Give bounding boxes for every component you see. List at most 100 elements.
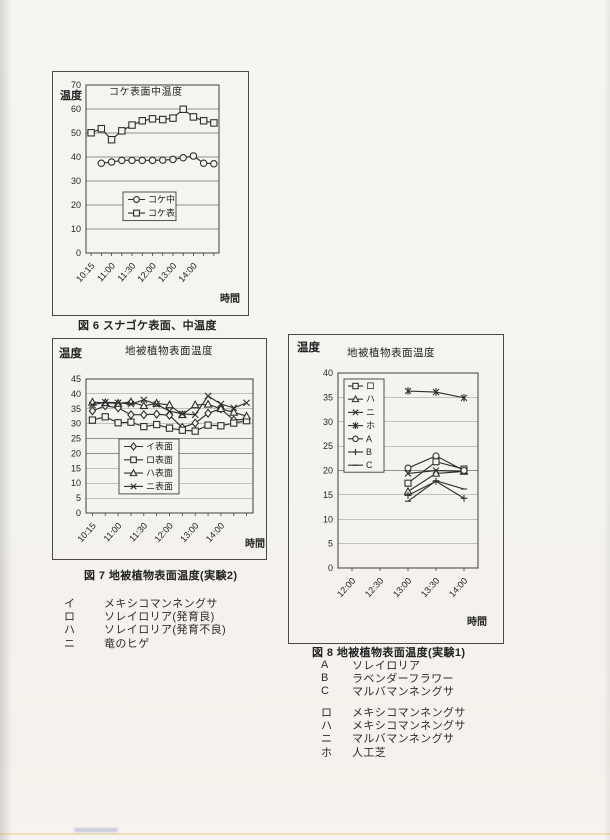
y-tick-label: 40: [71, 152, 81, 162]
y-tick-label: 25: [323, 441, 333, 451]
triangle-marker: [190, 400, 200, 409]
square-marker: [178, 426, 186, 434]
y-tick-label: 5: [76, 493, 81, 503]
square-marker: [118, 127, 126, 135]
y-tick-label: 40: [71, 389, 81, 399]
x-tick-label: 13:00: [391, 576, 414, 599]
plot-border: [337, 372, 479, 569]
fig7-ground-cover-chart: 0 5 10 15 20 25 30 35 40 45 10:15 11:00 11:30 12:00 13…: [52, 338, 267, 560]
circle-marker: [148, 156, 157, 165]
diamond-marker: [88, 406, 97, 416]
y-tick-label: 45: [71, 374, 81, 384]
circle-marker: [404, 464, 412, 472]
legend-label: A: [366, 434, 372, 444]
list-item-label: ラベンダーフラワー: [352, 673, 454, 686]
list-item-label: ソレイロリア(発育良): [104, 611, 215, 624]
scan-edge-line-bottom: [0, 833, 610, 835]
y-tick-label: 15: [323, 490, 333, 500]
y-tick-label: 5: [328, 539, 333, 549]
square-marker: [133, 209, 140, 217]
y-tick-label: 30: [71, 176, 81, 186]
list-item: ニ 竜のヒゲ: [64, 636, 226, 650]
square-marker: [148, 115, 157, 123]
circle-marker: [169, 155, 177, 164]
square-marker: [189, 113, 198, 121]
x-marker: [130, 483, 137, 490]
x-marker: [191, 411, 199, 419]
square-marker: [352, 382, 359, 390]
series-markers: [404, 387, 468, 402]
y-tick-label: 0: [76, 508, 81, 518]
list-item: ロ メキシコマンネングサ: [321, 705, 466, 719]
series-markers: [88, 392, 251, 419]
list-item-label: 竜のヒゲ: [104, 637, 150, 650]
chart-title: コケ表面中温度: [109, 85, 183, 98]
list-item-key: ハ: [64, 624, 76, 637]
legend-label: ロ: [366, 381, 375, 391]
diamond-marker: [127, 409, 135, 420]
chart-title: 地被植物表面温度: [347, 346, 435, 359]
list-item-key: C: [321, 685, 330, 698]
square-marker: [87, 129, 95, 137]
list-item: ハ メキシコマンネングサ: [321, 718, 466, 733]
legend-label: ニ表面: [146, 480, 173, 491]
x-marker: [166, 407, 173, 415]
circle-marker: [97, 159, 106, 167]
y-tick-label: 15: [71, 463, 81, 473]
x-marker: [404, 470, 412, 477]
list-item-key: ニ: [64, 637, 76, 650]
legend-label: ニ: [366, 407, 375, 417]
x-tick-label: 11:00: [102, 521, 124, 544]
x-tick-label: 13:30: [419, 576, 442, 599]
fig8-species-list-katakana: ロメキシコマンネングサ ハメキシコマンネングサ ニマルバマンネングサ ホ人工芝: [321, 705, 466, 759]
legend-label: ハ: [366, 394, 375, 404]
y-tick-label: 10: [71, 478, 81, 488]
y-tick-label: 0: [328, 563, 333, 573]
list-item-label: ソレイロリア(発育不良): [104, 624, 227, 637]
y-tick-label: 10: [71, 224, 81, 234]
square-marker: [179, 105, 187, 113]
x-tick-label: 13:00: [156, 261, 179, 284]
triangle-marker: [139, 400, 149, 410]
list-item: ロ ソレイロリア(発育良): [64, 609, 226, 624]
y-tick-label: 20: [323, 466, 333, 476]
list-item-label: メキシコマンネングサ: [104, 597, 218, 610]
legend-label: コケ表: [148, 207, 175, 218]
series-markers: [87, 105, 218, 144]
triangle-marker: [242, 411, 252, 420]
x-axis-label: 時間: [467, 615, 487, 628]
x-tick-label: 13:00: [178, 521, 201, 544]
circle-marker: [118, 156, 126, 165]
square-marker: [217, 422, 225, 430]
circle-marker: [210, 159, 218, 168]
fig7-caption: 図 7 地被植物表面温度(実験2): [84, 570, 238, 582]
plot-border: [85, 378, 254, 514]
series-markers: [404, 452, 468, 475]
y-tick-label: 50: [71, 128, 81, 138]
x-tick-label: 12:30: [363, 576, 386, 599]
circle-marker: [189, 152, 198, 160]
x-tick-label: 14:00: [447, 576, 470, 599]
diamond-marker: [152, 409, 161, 419]
x-tick-label: 14:00: [204, 521, 227, 544]
y-tick-label: 25: [71, 434, 81, 444]
square-marker: [158, 115, 167, 124]
legend-label: ロ表面: [146, 454, 173, 465]
square-marker: [432, 458, 440, 466]
x-marker: [243, 399, 251, 407]
legend-label: ハ表面: [146, 467, 173, 478]
list-item-key: ハ: [321, 720, 333, 733]
square-marker: [153, 420, 161, 429]
x-tick-label: 10:15: [75, 521, 98, 544]
x-tick-label: 11:30: [115, 261, 137, 284]
square-marker: [138, 117, 147, 125]
list-item-label: メキシコマンネングサ: [352, 720, 466, 733]
y-tick-label: 70: [71, 80, 81, 90]
y-tick-label: 20: [71, 200, 81, 210]
circle-marker: [179, 153, 187, 162]
x-marker: [88, 401, 96, 409]
list-item-key: ロ: [321, 706, 333, 719]
